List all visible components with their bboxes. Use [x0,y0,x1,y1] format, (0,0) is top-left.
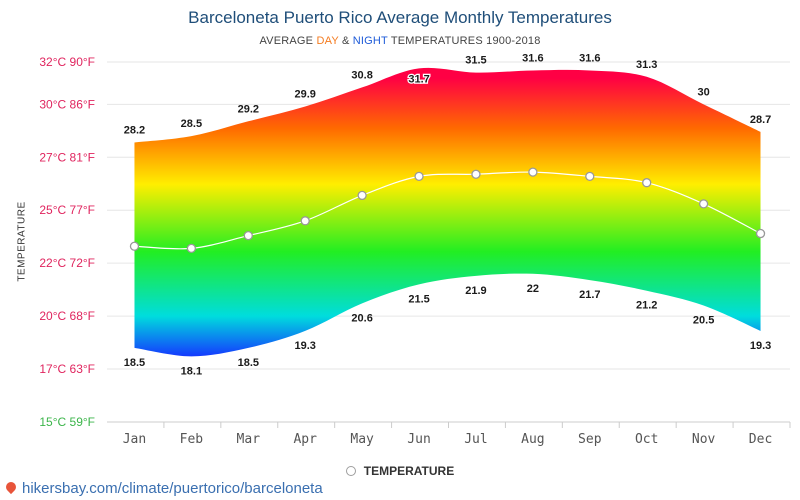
day-value-label: 29.9 [294,88,315,100]
mean-point [585,171,595,182]
night-value-label: 21.9 [465,285,486,297]
y-tick-label: 27°C 81°F [39,150,95,164]
subtitle-prefix: AVERAGE [259,35,317,47]
mean-point [357,190,367,201]
day-value-label: 31.6 [579,52,600,64]
source-link[interactable]: hikersbay.com/climate/puertorico/barcelo… [3,479,323,497]
night-value-label: 21.2 [636,300,657,312]
mean-point [698,199,709,209]
mean-point [300,216,310,226]
map-pin-icon [3,479,19,495]
data-labels: 28.2 28.5 29.2 29.9 30.8 31.7 31.5 31.6 31.6 31.3… [124,52,772,377]
legend-label: TEMPERATURE [363,464,455,478]
axis-ticks: 32°C 90°F 30°C 86°F 27°C 81°F 25°C 77°F 22°C… [39,55,772,447]
mean-point [414,171,424,182]
night-value-label: 22 [527,283,539,295]
night-value-label: 21.5 [408,293,429,305]
day-value-label: 31.3 [636,59,657,71]
day-value-label: 31.5 [465,55,486,67]
subtitle-night: NIGHT [352,35,388,47]
y-tick-label: 32°C 90°F [39,55,95,69]
x-tick-label: May [350,432,374,447]
mean-point [243,230,253,241]
chart-subtitle: AVERAGE DAY & NIGHT TEMPERATURES 1900-20… [0,35,800,47]
day-value-label: 28.5 [181,118,202,130]
x-tick-label: Dec [749,432,772,447]
day-value-label: 28.2 [124,124,145,136]
night-value-label: 21.7 [579,289,600,301]
day-value-label: 28.7 [750,114,771,126]
mean-point [528,167,538,177]
subtitle-middle: & [338,35,353,47]
x-tick-label: Nov [692,432,716,447]
day-value-label: 31.7 [408,73,429,85]
x-tick-label: Jul [464,432,487,447]
y-tick-label: 20°C 68°F [39,309,95,323]
day-value-label: 30.8 [351,69,372,81]
y-tick-label: 22°C 72°F [39,256,95,270]
x-tick-label: Feb [180,432,204,447]
x-tick-label: Apr [293,432,317,447]
mean-point [186,243,197,254]
temperature-band [134,67,761,357]
chart-title: Barceloneta Puerto Rico Average Monthly … [188,8,612,27]
night-value-label: 18.1 [181,365,202,377]
y-tick-label: 25°C 77°F [39,203,95,217]
legend[interactable]: TEMPERATURE [0,464,800,478]
mean-point [755,228,766,239]
x-tick-label: Mar [237,432,261,447]
x-tick-label: Sep [578,432,602,447]
x-tick-label: Jun [407,432,430,447]
night-value-label: 20.6 [351,312,372,324]
x-tick-label: Aug [521,432,544,447]
day-value-label: 29.2 [238,103,259,115]
y-tick-label: 15°C 59°F [39,415,95,429]
source-url: hikersbay.com/climate/puertorico/barcelo… [22,480,323,497]
y-tick-label: 17°C 63°F [39,362,95,376]
legend-circle-icon [345,466,356,476]
night-value-label: 20.5 [693,315,714,327]
night-value-label: 19.3 [750,340,771,352]
night-value-label: 18.5 [124,357,145,369]
x-tick-label: Oct [635,432,658,447]
y-tick-label: 30°C 86°F [39,97,95,111]
day-night-area [134,67,761,357]
subtitle-day: DAY [316,35,339,47]
mean-point [642,178,652,188]
day-value-label: 31.6 [522,52,543,64]
night-value-label: 18.5 [238,357,259,369]
mean-temperature-line [129,167,766,254]
x-tick-label: Jan [123,432,146,447]
day-value-label: 30 [698,86,710,98]
subtitle-suffix: TEMPERATURES 1900-2018 [387,35,541,47]
night-value-label: 19.3 [294,340,315,352]
mean-point [471,169,481,179]
mean-point [129,241,140,251]
